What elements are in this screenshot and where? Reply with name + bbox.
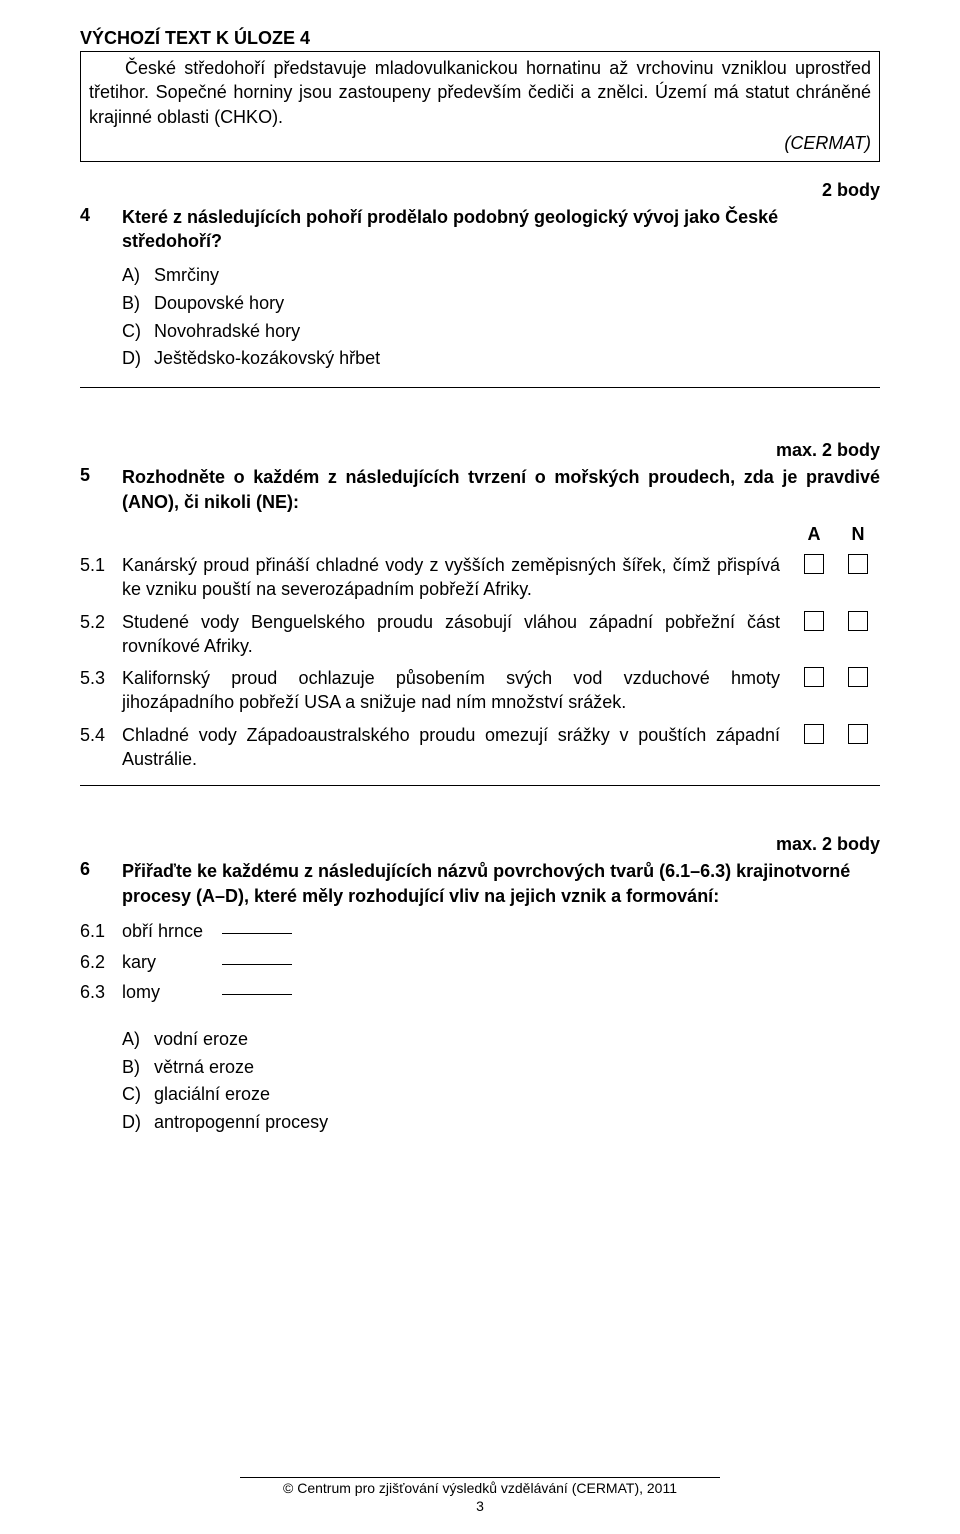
fill-row: 6.3 lomy (80, 977, 880, 1008)
stmt-num: 5.2 (80, 610, 122, 659)
option-text: glaciální eroze (154, 1081, 270, 1109)
q6-text: Přiřaďte ke každému z následujících názv… (122, 859, 880, 908)
col-a-header: A (792, 524, 836, 545)
q4-points: 2 body (80, 180, 880, 201)
q4-text: Které z následujících pohoří prodělalo p… (122, 205, 880, 254)
q4-option-b[interactable]: B) Doupovské hory (122, 290, 880, 318)
statement-row: 5.2 Studené vody Benguelského proudu zás… (80, 610, 880, 659)
stmt-num: 5.3 (80, 666, 122, 715)
fill-blank[interactable] (222, 977, 292, 995)
q6-option-d: D) antropogenní procesy (122, 1109, 880, 1137)
q5-points: max. 2 body (80, 440, 880, 461)
question-4: 2 body 4 Které z následujících pohoří pr… (80, 180, 880, 373)
fill-blank[interactable] (222, 947, 292, 965)
stmt-num: 5.4 (80, 723, 122, 772)
stmt-text: Kanárský proud přináší chladné vody z vy… (122, 553, 792, 602)
stmt-num: 5.1 (80, 553, 122, 602)
option-letter: D) (122, 1109, 154, 1137)
passage-box: České středohoří představuje mladovulkan… (80, 51, 880, 162)
fill-num: 6.2 (80, 947, 122, 978)
fill-num: 6.3 (80, 977, 122, 1008)
option-letter: C) (122, 1081, 154, 1109)
q6-options: A) vodní eroze B) větrná eroze C) glaciá… (122, 1026, 880, 1138)
checkbox-a[interactable] (804, 724, 824, 744)
q6-option-c: C) glaciální eroze (122, 1081, 880, 1109)
stmt-text: Studené vody Benguelského proudu zásobuj… (122, 610, 792, 659)
q4-option-a[interactable]: A) Smrčiny (122, 262, 880, 290)
question-6: max. 2 body 6 Přiřaďte ke každému z násl… (80, 834, 880, 1137)
page-number: 3 (80, 1498, 880, 1514)
stmt-text: Chladné vody Západoaustralského proudu o… (122, 723, 792, 772)
fill-label: obří hrnce (122, 916, 222, 947)
option-letter: A) (122, 1026, 154, 1054)
q6-points: max. 2 body (80, 834, 880, 855)
option-letter: D) (122, 345, 154, 373)
q4-options: A) Smrčiny B) Doupovské hory C) Novohrad… (122, 262, 880, 374)
statement-row: 5.3 Kalifornský proud ochlazuje působení… (80, 666, 880, 715)
passage-text: České středohoří představuje mladovulkan… (89, 56, 871, 129)
footer: © Centrum pro zjišťování výsledků vzdělá… (80, 1477, 880, 1514)
option-text: Doupovské hory (154, 290, 284, 318)
q4-number: 4 (80, 205, 122, 254)
option-text: Ještědsko-kozákovský hřbet (154, 345, 380, 373)
q4-option-c[interactable]: C) Novohradské hory (122, 318, 880, 346)
checkbox-n[interactable] (848, 667, 868, 687)
stmt-text: Kalifornský proud ochlazuje působením sv… (122, 666, 792, 715)
checkbox-n[interactable] (848, 554, 868, 574)
q6-option-b: B) větrná eroze (122, 1054, 880, 1082)
option-letter: B) (122, 1054, 154, 1082)
col-n-header: N (836, 524, 880, 545)
fill-label: kary (122, 947, 222, 978)
option-letter: B) (122, 290, 154, 318)
fill-num: 6.1 (80, 916, 122, 947)
fill-row: 6.1 obří hrnce (80, 916, 880, 947)
checkbox-a[interactable] (804, 554, 824, 574)
checkbox-a[interactable] (804, 611, 824, 631)
option-text: vodní eroze (154, 1026, 248, 1054)
q6-option-a: A) vodní eroze (122, 1026, 880, 1054)
checkbox-n[interactable] (848, 611, 868, 631)
question-5: max. 2 body 5 Rozhodněte o každém z násl… (80, 440, 880, 771)
option-letter: C) (122, 318, 154, 346)
q6-fills: 6.1 obří hrnce 6.2 kary 6.3 lomy (80, 916, 880, 1008)
option-text: větrná eroze (154, 1054, 254, 1082)
option-text: antropogenní procesy (154, 1109, 328, 1137)
q6-number: 6 (80, 859, 122, 908)
q5-text: Rozhodněte o každém z následujících tvrz… (122, 465, 880, 514)
fill-blank[interactable] (222, 916, 292, 934)
q5-statements: 5.1 Kanárský proud přináší chladné vody … (80, 553, 880, 771)
q5-number: 5 (80, 465, 122, 514)
section-title: VÝCHOZÍ TEXT K ÚLOZE 4 (80, 28, 880, 49)
checkbox-n[interactable] (848, 724, 868, 744)
fill-row: 6.2 kary (80, 947, 880, 978)
fill-label: lomy (122, 977, 222, 1008)
footer-divider (240, 1477, 720, 1478)
statement-row: 5.4 Chladné vody Západoaustralského prou… (80, 723, 880, 772)
passage-source: (CERMAT) (89, 131, 871, 155)
footer-copyright: © Centrum pro zjišťování výsledků vzdělá… (80, 1480, 880, 1496)
option-letter: A) (122, 262, 154, 290)
an-header: A N (122, 524, 880, 545)
q4-option-d[interactable]: D) Ještědsko-kozákovský hřbet (122, 345, 880, 373)
option-text: Smrčiny (154, 262, 219, 290)
statement-row: 5.1 Kanárský proud přináší chladné vody … (80, 553, 880, 602)
checkbox-a[interactable] (804, 667, 824, 687)
option-text: Novohradské hory (154, 318, 300, 346)
